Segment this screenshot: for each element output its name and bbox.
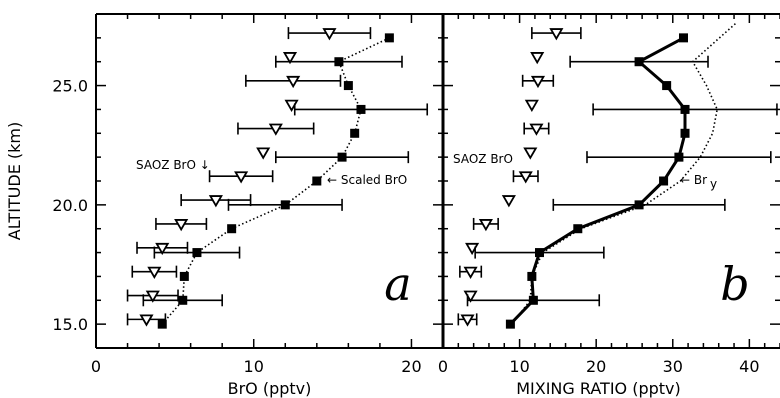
data-point-square <box>634 200 644 210</box>
data-point-triangle <box>208 195 223 208</box>
data-point-triangle <box>256 147 271 160</box>
data-point-square <box>356 104 366 114</box>
data-point-triangle <box>155 242 170 256</box>
data-point-square <box>659 176 669 186</box>
x-tick-label: 10 <box>509 357 529 376</box>
data-point-square <box>680 128 690 138</box>
data-point-square <box>674 152 684 162</box>
data-point-square <box>662 81 672 91</box>
data-point-triangle <box>530 75 546 89</box>
x-tick-label: 0 <box>91 357 101 376</box>
annotation-scaled-bro: ← Scaled BrO <box>327 173 407 187</box>
y-tick-label: 25.0 <box>52 77 88 96</box>
data-point-square <box>505 319 515 329</box>
x-tick-label: 20 <box>586 357 606 376</box>
y-tick-label: 20.0 <box>52 196 88 215</box>
data-point-square <box>334 57 344 67</box>
data-point-triangle <box>174 219 189 232</box>
data-point-square <box>527 271 537 281</box>
panel-b: 0 10 20 30 40 MIXING RATIO (pptv) b SAOZ BrO ← B… <box>438 13 780 398</box>
data-point-triangle <box>268 123 283 136</box>
x-tick-label: 30 <box>663 357 683 376</box>
data-point-square <box>680 104 690 114</box>
data-point-triangle <box>282 52 298 65</box>
data-point-square <box>384 33 394 43</box>
panel-a: 0 10 20 15.0 20.0 25.0 BrO (pptv) ALTITUDE (km)… <box>5 13 444 398</box>
data-point-triangle <box>549 28 564 41</box>
data-point-square <box>343 81 353 91</box>
annotation-bry: ← Br <box>680 173 707 187</box>
y-tick-label: 15.0 <box>52 315 88 334</box>
data-point-triangle <box>322 28 337 41</box>
data-point-triangle <box>478 219 493 232</box>
data-point-square <box>573 224 583 234</box>
data-point-triangle <box>524 99 539 112</box>
data-point-square <box>337 152 347 162</box>
data-point-triangle <box>523 147 538 160</box>
data-point-square <box>678 33 688 43</box>
data-point-square <box>179 271 189 281</box>
annotation-saoz: SAOZ BrO <box>453 152 513 166</box>
data-point-square <box>178 295 188 305</box>
panel-letter: b <box>720 257 749 311</box>
series-line-model <box>511 22 737 325</box>
x-tick-label: 10 <box>244 357 264 376</box>
data-point-square <box>528 295 538 305</box>
data-point-triangle <box>518 171 533 184</box>
data-point-square <box>634 57 644 67</box>
data-point-square <box>312 176 322 186</box>
x-tick-label: 20 <box>401 357 421 376</box>
data-point-square <box>535 248 545 258</box>
data-point-triangle <box>286 75 301 89</box>
data-point-triangle <box>147 266 162 279</box>
data-point-triangle <box>145 290 160 303</box>
y-axis-title: ALTITUDE (km) <box>5 122 24 240</box>
data-point-square <box>350 128 360 138</box>
panel-letter: a <box>384 257 411 311</box>
annotation-bry-subscript: y <box>710 177 717 191</box>
data-point-triangle <box>139 314 154 327</box>
data-point-square <box>157 319 167 329</box>
data-point-square <box>192 248 202 258</box>
data-point-triangle <box>463 266 478 279</box>
data-point-triangle <box>501 195 516 208</box>
annotation-saoz: SAOZ BrO ↓ <box>136 158 210 172</box>
data-point-triangle <box>529 123 544 136</box>
data-point-triangle <box>530 52 545 65</box>
x-tick-label: 0 <box>438 357 448 376</box>
x-axis-title: MIXING RATIO (pptv) <box>516 379 681 398</box>
data-point-square <box>280 200 290 210</box>
x-axis-title: BrO (pptv) <box>228 379 312 398</box>
data-point-square <box>227 224 237 234</box>
data-point-triangle <box>234 171 249 184</box>
data-point-triangle <box>460 314 475 327</box>
x-tick-label: 40 <box>739 357 759 376</box>
